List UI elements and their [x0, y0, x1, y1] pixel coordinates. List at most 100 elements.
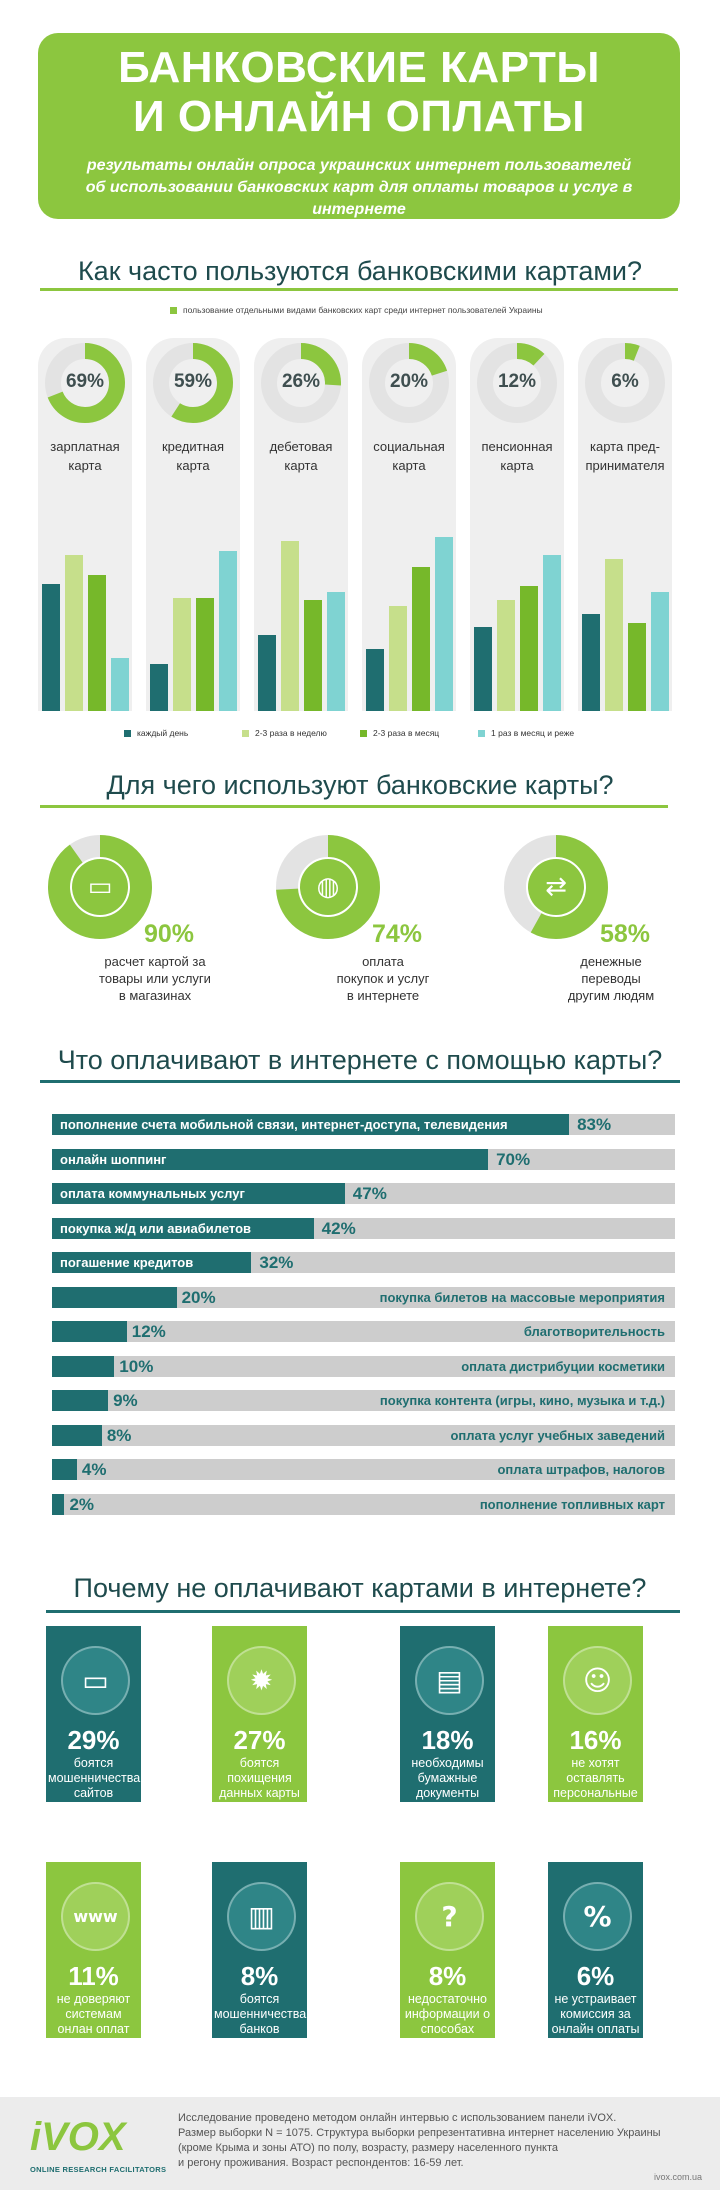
frequency-bar [434, 537, 453, 711]
reason-label-line: онлан оплат [57, 2022, 130, 2036]
usage-pct: 20% [389, 371, 429, 392]
reason-tile: ▥ 8% боятся мошенничества банков [212, 1862, 307, 2038]
reason-label-line: персональные [553, 1786, 638, 1800]
note-swatch [170, 307, 177, 315]
card-type-label-line: зарплатная [50, 439, 120, 454]
ivox-logo: iVOX [30, 2115, 126, 2159]
frequency-bar [280, 541, 299, 711]
payment-label: оплата дистрибуции косметики [461, 1358, 665, 1374]
uses-label-line: в интернете [346, 988, 420, 1003]
payment-bar [52, 1148, 489, 1170]
usage-donut-arc [261, 343, 341, 423]
uses-donuts: ▭ 90% расчет картой за товары или услуги в м… [0, 0, 720, 1010]
payment-label: покупка контента (игры, кино, музыка и т… [379, 1393, 665, 1408]
card-type-label-line: карта [68, 458, 102, 473]
payment-bar [52, 1355, 115, 1377]
usage-pct: 69% [65, 371, 105, 392]
reason-label-line: системам [65, 2007, 122, 2021]
reason-pct: 27% [233, 1725, 286, 1755]
reason-label-line: мошенничества [48, 1771, 141, 1785]
payment-bar [52, 1252, 252, 1273]
usage-pct: 26% [281, 371, 321, 392]
reason-label: боятся похищения данных карты [214, 1756, 305, 1801]
payment-row: 2% пополнение топливных карт [52, 1493, 675, 1515]
payment-bar [52, 1183, 345, 1204]
payment-value: 20% [181, 1287, 216, 1307]
card-type-label: карта пред-принимателя [578, 437, 672, 475]
uses-label-line: оплата [362, 954, 404, 969]
reason-tile: ☺ 16% не хотят оставлять персональные данные [548, 1626, 643, 1815]
frequency-bar [627, 623, 646, 711]
card-type-label: зарплатная карта [38, 437, 132, 475]
usage-donut-arc [45, 343, 125, 423]
uses-label: расчет картой за товары или услуги в магаз… [80, 953, 230, 1004]
payment-label: онлайн шоппинг [60, 1151, 167, 1167]
frequency-bar [365, 648, 384, 711]
reason-tile: ✹ 27% боятся похищения данных карты [212, 1626, 307, 1802]
payment-value: 12% [131, 1322, 166, 1341]
reason-label-line: боятся [239, 1756, 280, 1770]
payment-bar [52, 1390, 109, 1411]
payment-value: 9% [113, 1391, 138, 1410]
card-type-label-line: дебетовая [269, 439, 333, 454]
frequency-bar [604, 558, 623, 711]
uses-label-line: другим людям [567, 988, 655, 1003]
card-type-label: дебетовая карта [254, 437, 348, 475]
reason-label-line: комиссия за [560, 2007, 631, 2021]
uses-label-line: переводы [581, 971, 641, 986]
usage-donut [45, 343, 125, 423]
section4-title: Почему не оплачивают картами в интернете… [73, 1573, 647, 1603]
usage-donut-arc [585, 343, 665, 423]
uses-label: оплата покупок и услуг в интернете [308, 953, 458, 1004]
methodology-text: Исследование проведено методом онлайн ин… [178, 2112, 661, 2169]
payment-row: 12% благотворительность [52, 1321, 675, 1342]
payment-label: оплата коммунальных услуг [60, 1186, 245, 1201]
usage-donut-arc [369, 343, 449, 423]
section3-rule [40, 1080, 680, 1083]
payment-value: 42% [321, 1218, 356, 1238]
payment-bar [52, 1493, 65, 1515]
uses-label-line: товары или услуги [99, 971, 211, 986]
legend-item: 2-3 раза в неделю [242, 728, 327, 738]
reason-tile: % 6% не устраивает комиссия за онлайн оплаты [548, 1862, 643, 2038]
card-type-label: пенсионная карта [470, 437, 564, 475]
question-head-icon: ? [415, 1882, 484, 1951]
uses-pct: 90% [144, 920, 195, 948]
reason-label-line: боятся [73, 1756, 114, 1770]
uses-label-line: в магазинах [118, 988, 192, 1003]
frequency-bar [257, 634, 276, 711]
payment-row: оплата коммунальных услуг 47% [52, 1183, 675, 1204]
reason-pct: 16% [569, 1725, 622, 1755]
uses-label: денежные переводы другим людям [536, 953, 686, 1004]
frequency-bar [542, 555, 561, 711]
reason-label-line: не устраивает [554, 1992, 637, 2006]
card-type-label-line: карта [392, 458, 426, 473]
section1-note: пользование отдельными видами банковских… [170, 305, 543, 315]
payment-row: 9% покупка контента (игры, кино, музыка и… [52, 1390, 675, 1411]
reason-label: боятся мошенничества сайтов [48, 1756, 141, 1801]
payment-label: благотворительность [523, 1324, 665, 1339]
frequency-bar [650, 592, 669, 711]
bank-icon: ▥ [227, 1882, 296, 1951]
payment-row: 20% покупка билетов на массовые мероприят… [52, 1286, 675, 1308]
payment-value: 2% [69, 1494, 95, 1514]
reason-label: не доверяют системам онлан оплат [48, 1992, 139, 2037]
virus-icon: ✹ [227, 1646, 296, 1715]
reason-label-line: оставлять [566, 1771, 625, 1785]
legend-swatch [124, 730, 131, 738]
usage-donut-arc [477, 343, 557, 423]
payment-label: покупка ж/д или авиабилетов [60, 1220, 252, 1236]
reason-pct: 8% [240, 1961, 279, 1991]
usage-donut [585, 343, 665, 423]
frequency-chart: 69% зарплатная карта 59% кредитная карта 26% де… [0, 0, 720, 760]
frequency-bar [172, 597, 191, 711]
laptop-icon: ▭ [61, 1646, 130, 1715]
www-icon: www [61, 1882, 130, 1951]
legend-label: 1 раз в месяц и реже [491, 728, 575, 738]
usage-donut [477, 343, 557, 423]
reason-label: боятся мошенничества банков [214, 1992, 306, 2037]
usage-donut [369, 343, 449, 423]
frequency-bar [110, 658, 129, 711]
payment-bar [52, 1459, 77, 1480]
reason-tile: ▭ 29% боятся мошенничества сайтов [46, 1626, 141, 1802]
